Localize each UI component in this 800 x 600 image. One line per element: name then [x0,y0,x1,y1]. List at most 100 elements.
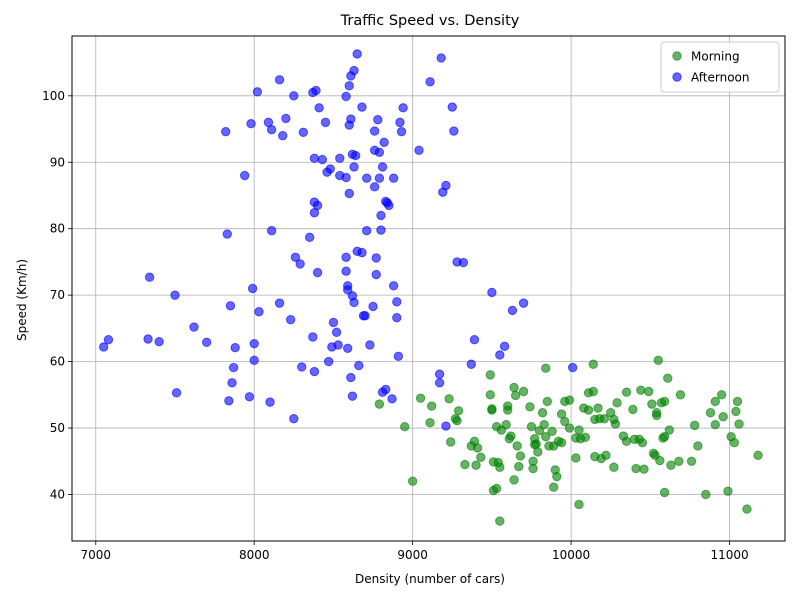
data-point-morning [552,471,562,482]
y-tick-label: 40 [50,487,65,501]
data-point-morning [742,504,752,514]
data-point-morning [644,386,654,397]
data-point-morning [705,408,716,418]
data-point-morning [675,390,686,400]
data-point-afternoon [230,342,240,353]
data-point-morning [503,405,513,415]
data-point-afternoon [266,124,277,135]
data-point-afternoon [346,114,356,124]
data-point-morning [460,459,470,470]
data-point-morning [588,386,598,397]
data-point-morning [528,463,538,474]
data-point-morning [556,437,567,448]
data-point-afternoon [320,117,331,128]
data-point-afternoon [323,356,334,367]
data-point-morning [514,461,524,472]
data-point-morning [453,406,464,416]
data-point-morning [444,394,454,404]
data-point-afternoon [371,269,381,280]
y-tick-label: 90 [50,155,65,169]
data-point-afternoon [240,170,250,181]
data-point-afternoon [346,372,356,383]
data-point-afternoon [222,229,232,239]
data-point-afternoon [342,343,353,354]
data-point-morning [693,441,703,451]
data-point-afternoon [344,188,354,199]
data-point-afternoon [396,126,407,137]
data-point-morning [533,447,543,457]
legend-label-afternoon: Afternoon [691,71,750,85]
data-point-morning [686,456,697,466]
data-point-morning [659,431,670,442]
data-point-afternoon [274,75,285,85]
data-point-afternoon [387,394,397,404]
data-point-afternoon [499,341,510,352]
data-point-afternoon [379,137,389,148]
data-point-afternoon [312,267,323,278]
legend-marker-morning [672,51,682,61]
data-point-afternoon [362,225,372,236]
data-point-morning [718,412,728,422]
data-point-morning [487,405,497,415]
data-point-morning [674,456,684,466]
data-point-afternoon [244,392,255,402]
data-point-morning [518,386,529,397]
data-point-afternoon [189,322,199,332]
data-point-morning [445,437,456,447]
data-point-morning [621,387,632,397]
data-point-morning [651,408,662,418]
data-point-morning [599,414,610,424]
data-point-morning [574,425,584,435]
data-point-afternoon [371,253,381,263]
data-point-morning [655,455,665,466]
data-point-morning [580,432,591,443]
data-point-afternoon [290,252,301,262]
data-point-morning [574,499,584,510]
data-point-afternoon [349,162,359,172]
plot-frame [71,35,786,542]
data-point-afternoon [298,127,309,138]
x-tick-label: 9000 [397,548,428,562]
data-point-afternoon [395,117,405,128]
data-point-afternoon [170,290,180,300]
data-point-morning [512,441,522,451]
legend-box [660,41,780,93]
data-point-morning [564,423,575,433]
data-point-morning [415,393,426,403]
data-point-afternoon [373,115,383,125]
data-point-afternoon [311,85,321,96]
data-point-afternoon [360,311,370,321]
data-point-afternoon [434,378,445,388]
data-point-morning [729,437,739,448]
data-point-morning [732,396,743,407]
data-point-afternoon [325,164,335,174]
data-point-afternoon [309,366,320,377]
data-point-afternoon [285,315,296,325]
data-point-afternoon [247,283,258,294]
data-point-afternoon [376,210,386,221]
data-point-afternoon [466,359,476,369]
data-point-morning [495,462,505,472]
data-point-afternoon [312,200,323,211]
data-point-morning [509,382,519,393]
data-point-morning [628,404,638,415]
data-point-morning [541,431,551,442]
data-point-afternoon [436,53,446,63]
data-point-morning [491,483,502,494]
data-point-afternoon [331,327,342,338]
data-point-afternoon [384,200,394,211]
data-point-afternoon [398,103,408,113]
data-point-morning [659,487,670,498]
data-point-afternoon [144,272,155,282]
data-point-afternoon [362,173,372,183]
data-point-morning [723,486,733,496]
data-point-afternoon [335,153,345,163]
data-point-afternoon [365,340,375,350]
data-point-morning [542,396,553,407]
data-point-morning [539,420,549,430]
data-point-morning [495,516,505,526]
data-point-afternoon [281,113,291,124]
data-point-morning [425,418,435,428]
data-point-morning [612,398,622,408]
